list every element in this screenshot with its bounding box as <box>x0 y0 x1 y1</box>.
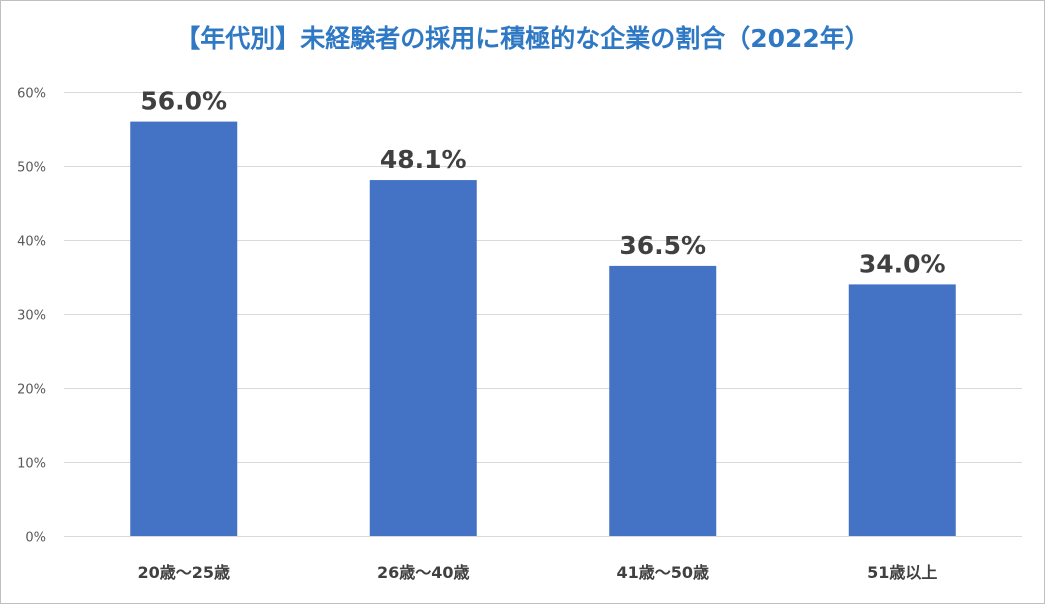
y-tick-label: 0% <box>25 531 46 546</box>
y-tick-label: 50% <box>17 161 46 176</box>
data-label: 34.0% <box>859 249 946 278</box>
bar <box>369 180 477 536</box>
bar <box>130 121 238 536</box>
bars <box>130 121 956 536</box>
category-label: 26歳〜40歳 <box>377 563 470 582</box>
y-tick-label: 60% <box>17 87 46 102</box>
y-tick-label: 30% <box>17 309 46 324</box>
category-label: 41歳〜50歳 <box>616 563 709 582</box>
data-label: 36.5% <box>619 231 706 260</box>
chart-title: 【年代別】未経験者の採用に積極的な企業の割合（2022年） <box>175 24 870 53</box>
x-axis-category-labels: 20歳〜25歳 26歳〜40歳 41歳〜50歳 51歳以上 <box>137 563 937 582</box>
category-label: 51歳以上 <box>867 563 937 582</box>
data-labels: 56.0% 48.1% 36.5% 34.0% <box>140 87 945 279</box>
bar <box>609 265 717 536</box>
category-label: 20歳〜25歳 <box>137 563 230 582</box>
data-label: 56.0% <box>140 87 227 116</box>
y-tick-label: 40% <box>17 235 46 250</box>
y-axis-tick-labels: 0% 10% 20% 30% 40% 50% 60% <box>17 87 46 546</box>
bar <box>848 284 956 536</box>
data-label: 48.1% <box>380 145 467 174</box>
y-tick-label: 10% <box>17 457 46 472</box>
y-tick-label: 20% <box>17 383 46 398</box>
